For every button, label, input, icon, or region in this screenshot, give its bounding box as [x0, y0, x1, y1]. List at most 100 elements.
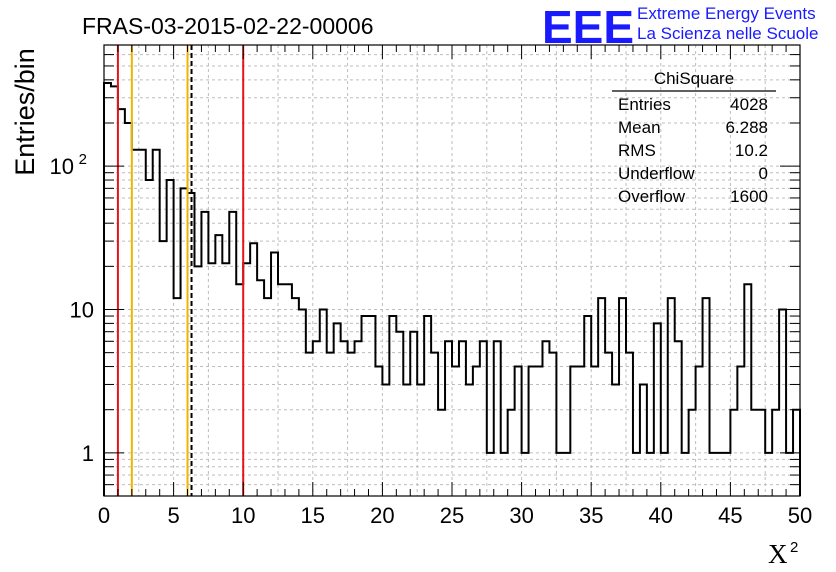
histogram-bin	[410, 332, 417, 496]
histogram-bin	[194, 266, 201, 496]
y-tick-label: 10	[70, 297, 94, 322]
stats-title: ChiSquare	[654, 69, 734, 88]
histogram-bin	[536, 367, 543, 496]
x-tick-label: 40	[649, 503, 673, 528]
stats-value: 0	[759, 164, 768, 183]
histogram-bin	[647, 453, 654, 496]
histogram-bin	[139, 150, 146, 496]
y-axis-label: Entries/bin	[10, 48, 40, 176]
stats-label: Overflow	[618, 187, 686, 206]
histogram-bin	[549, 353, 556, 496]
histogram-bin	[236, 284, 243, 496]
histogram-bin	[765, 453, 772, 496]
histogram-bin	[515, 367, 522, 496]
histogram-bin	[591, 367, 598, 496]
histogram-bin	[494, 341, 501, 496]
histogram-bin	[222, 263, 229, 496]
x-tick-label: 25	[440, 503, 464, 528]
stats-value: 10.2	[735, 141, 768, 160]
histogram-bin	[243, 263, 250, 496]
histogram-bin	[431, 353, 438, 496]
histogram-bin	[229, 212, 236, 496]
histogram-bin	[675, 341, 682, 496]
histogram-bin	[167, 180, 174, 496]
histogram-bin	[689, 410, 696, 496]
histogram-bin	[452, 367, 459, 496]
histogram-bin	[146, 180, 153, 496]
histogram-bin	[522, 453, 529, 496]
histogram-bin	[605, 353, 612, 496]
x-tick-label: 0	[98, 503, 110, 528]
histogram-bin	[320, 309, 327, 496]
stats-value: 4028	[730, 95, 768, 114]
stats-label: Mean	[618, 118, 661, 137]
stats-value: 6.288	[725, 118, 768, 137]
histogram-bin	[696, 367, 703, 496]
histogram-bin	[737, 367, 744, 496]
histogram-bin	[772, 410, 779, 496]
histogram-bin	[355, 341, 362, 496]
histogram-bin	[362, 316, 369, 496]
histogram-bin	[779, 309, 786, 496]
histogram-bin	[716, 453, 723, 496]
histogram-bin	[730, 410, 737, 496]
stats-label: RMS	[618, 141, 656, 160]
histogram-bin	[612, 384, 619, 496]
histogram-bin	[153, 150, 160, 496]
histogram-bin	[285, 284, 292, 496]
x-tick-label: 15	[301, 503, 325, 528]
histogram-bin	[466, 384, 473, 496]
histogram-bin	[668, 298, 675, 496]
histogram-bin	[619, 298, 626, 496]
histogram-bin	[104, 83, 111, 496]
histogram-bin	[417, 384, 424, 496]
x-tick-label: 45	[718, 503, 742, 528]
histogram-bin	[424, 316, 431, 496]
logo-line-1: Extreme Energy Events	[637, 4, 816, 23]
axis-ticks	[103, 44, 801, 497]
histogram-bin	[487, 453, 494, 496]
histogram-bin	[396, 332, 403, 496]
histogram-bin	[181, 188, 188, 496]
stats-label: Entries	[618, 95, 671, 114]
reference-lines	[116, 45, 245, 496]
histogram-bin	[160, 241, 167, 496]
x-tick-label: 20	[370, 503, 394, 528]
histogram-bin	[570, 367, 577, 496]
histogram-bin	[626, 353, 633, 496]
histogram-bin	[125, 123, 132, 496]
histogram-bin	[751, 410, 758, 496]
y-tick-label-exponent: 2	[79, 151, 87, 168]
logo-mark: EEE	[542, 1, 634, 53]
histogram-bin	[327, 353, 334, 496]
histogram-bin	[264, 298, 271, 496]
histogram-bin	[529, 367, 536, 496]
histogram-bin	[654, 323, 661, 496]
histogram-bin	[292, 298, 299, 496]
x-tick-label: 35	[579, 503, 603, 528]
x-axis-label-exponent: 2	[790, 539, 798, 556]
histogram-bin	[438, 410, 445, 496]
histogram-bin	[577, 367, 584, 496]
histogram-bin	[556, 453, 563, 496]
histogram-bin	[334, 323, 341, 496]
histogram-bin	[341, 341, 348, 496]
histogram-bin	[542, 341, 549, 496]
histogram-bin	[368, 316, 375, 496]
histogram-bin	[758, 410, 765, 496]
histogram-bin	[278, 284, 285, 496]
histogram-bin	[723, 453, 730, 496]
histogram-bin	[640, 384, 647, 496]
page-title: FRAS-03-2015-02-22-00006	[82, 13, 374, 39]
histogram-bin	[508, 410, 515, 496]
histogram-bin	[403, 384, 410, 496]
histogram-bin	[306, 353, 313, 496]
y-tick-label: 1	[82, 441, 94, 466]
histogram-bin	[215, 235, 222, 496]
y-tick-label: 10	[50, 154, 74, 179]
x-axis-label: X 2	[768, 539, 798, 569]
histogram-bin	[445, 341, 452, 496]
histogram-bin	[598, 298, 605, 496]
histogram-bin	[174, 298, 181, 496]
